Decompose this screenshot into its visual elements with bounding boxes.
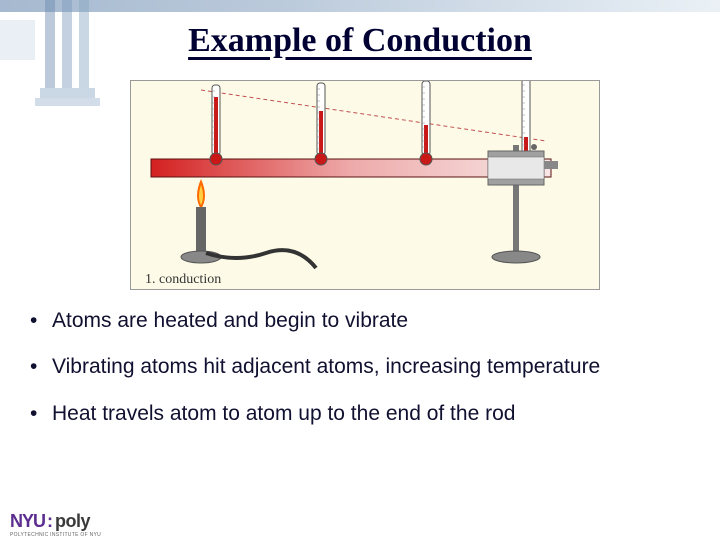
conduction-diagram: 1. conduction: [130, 80, 600, 290]
logo-separator: :: [47, 511, 53, 532]
logo-nyu-text: NYU: [10, 511, 45, 532]
logo-poly-text: poly: [55, 511, 90, 532]
nyu-poly-logo: NYU : poly: [10, 511, 90, 532]
logo-subtitle: POLYTECHNIC INSTITUTE OF NYU: [10, 532, 101, 538]
bullet-item: Vibrating atoms hit adjacent atoms, incr…: [30, 354, 690, 380]
bullet-item: Atoms are heated and begin to vibrate: [30, 308, 690, 334]
slide-title: Example of Conduction: [0, 22, 720, 60]
svg-text:1. conduction: 1. conduction: [145, 272, 221, 287]
bullet-item: Heat travels atom to atom up to the end …: [30, 401, 690, 427]
bullet-list: Atoms are heated and begin to vibrate Vi…: [30, 308, 690, 447]
